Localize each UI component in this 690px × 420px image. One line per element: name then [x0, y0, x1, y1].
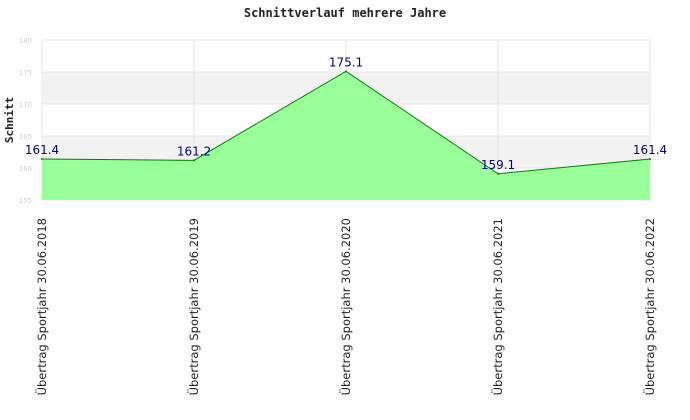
data-point [193, 159, 195, 162]
y-tick-label: 155 [19, 197, 32, 205]
data-value-label: 161.4 [25, 143, 59, 157]
data-value-label: 159.1 [481, 158, 515, 172]
chart-title: Schnittverlauf mehrere Jahre [243, 6, 447, 20]
data-value-label: 161.4 [633, 143, 667, 157]
y-tick-label: 175 [19, 69, 32, 77]
data-value-label: 161.2 [177, 144, 211, 158]
y-tick-label: 165 [19, 133, 32, 141]
data-point [497, 172, 499, 175]
y-tick-label: 170 [19, 101, 32, 109]
data-point [649, 158, 651, 161]
x-tick-label: Übertrag Sportjahr 30.06.2022 [641, 218, 657, 395]
x-tick-label: Übertrag Sportjahr 30.06.2021 [489, 218, 505, 395]
data-value-label: 175.1 [329, 55, 363, 69]
series-area [42, 71, 650, 200]
x-tick-label: Übertrag Sportjahr 30.06.2020 [337, 218, 353, 395]
y-tick-label: 180 [19, 37, 32, 45]
data-point [41, 158, 43, 161]
data-point [345, 70, 347, 73]
x-tick-label: Übertrag Sportjahr 30.06.2018 [33, 218, 49, 395]
y-tick-label: 160 [19, 165, 32, 173]
x-tick-label: Übertrag Sportjahr 30.06.2019 [185, 218, 201, 395]
y-axis-title: Schnitt [3, 97, 16, 143]
